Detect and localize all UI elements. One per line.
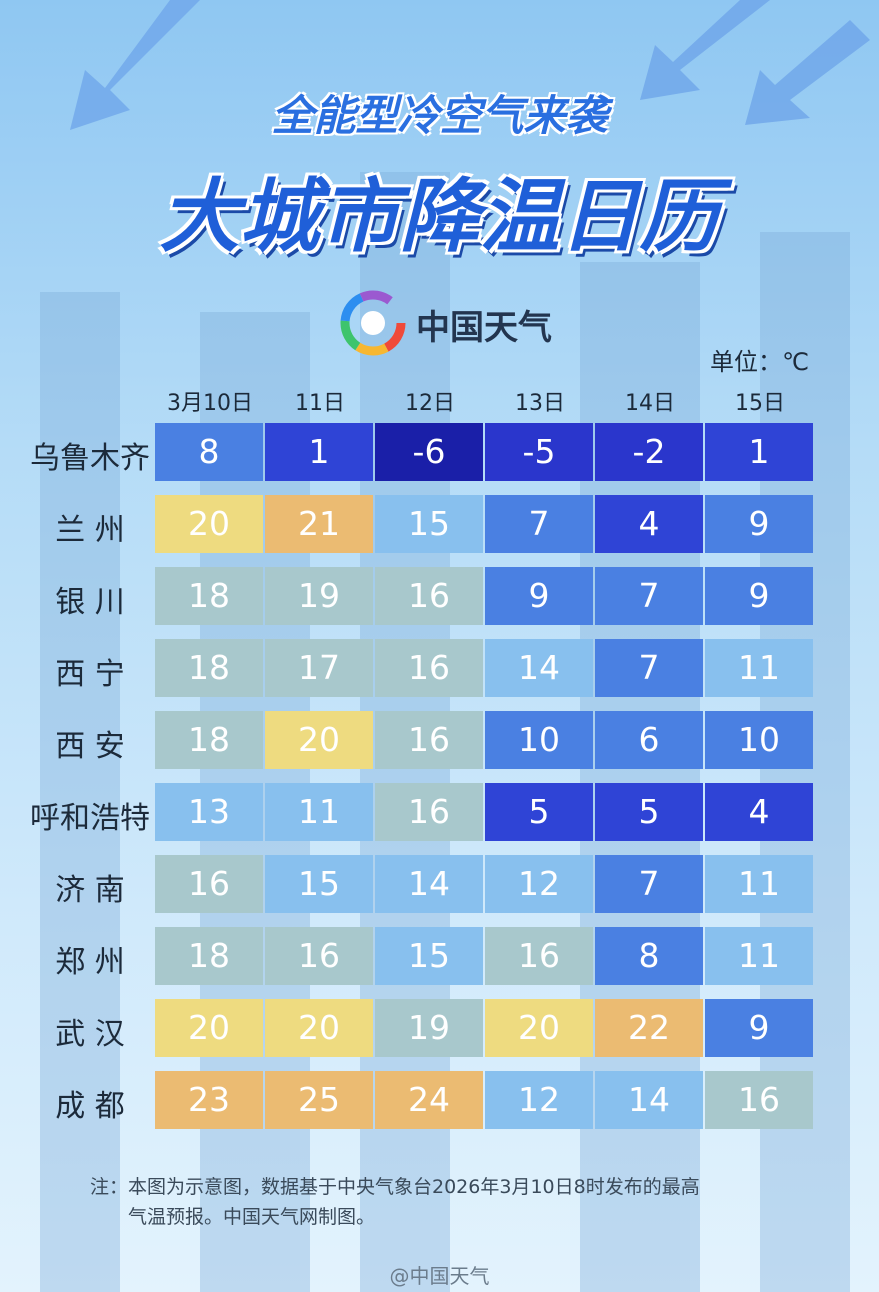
temperature-cell: 7 [595, 639, 703, 697]
unit: 单位：℃ [710, 348, 809, 376]
temperature-cell: 9 [705, 999, 813, 1057]
city-label: 呼和浩特 [30, 801, 150, 836]
temperature-cell: 24 [375, 1071, 483, 1129]
temperature-cell: 16 [265, 927, 373, 985]
temperature-cell: 18 [155, 639, 263, 697]
column-header: 12日 [405, 391, 455, 416]
temperature-cell: 16 [375, 567, 483, 625]
column-header: 14日 [625, 391, 675, 416]
temperature-cell: -6 [375, 423, 483, 481]
temperature-cell: 7 [595, 567, 703, 625]
temperature-cell: 20 [265, 711, 373, 769]
temperature-cell: 17 [265, 639, 373, 697]
temperature-cell: 4 [595, 495, 703, 553]
temperature-cell: 18 [155, 927, 263, 985]
watermark: @中国天气 [389, 1264, 490, 1288]
temperature-cell: 1 [265, 423, 373, 481]
footnote: 气温预报。中国天气网制图。 [128, 1206, 376, 1228]
temperature-cell: 16 [155, 855, 263, 913]
temperature-cell: 1 [705, 423, 813, 481]
temperature-cell: 12 [485, 1071, 593, 1129]
temperature-cell: 15 [265, 855, 373, 913]
temperature-cell: 4 [705, 783, 813, 841]
temperature-cell: 14 [595, 1071, 703, 1129]
temperature-cell: 22 [595, 999, 703, 1057]
logo-text: 中国天气 [416, 308, 552, 348]
temperature-cell: 19 [375, 999, 483, 1057]
temperature-cell: 21 [265, 495, 373, 553]
temperature-cell: 9 [485, 567, 593, 625]
temperature-cell: 20 [155, 999, 263, 1057]
temperature-cell: -2 [595, 423, 703, 481]
logo-icon [340, 290, 406, 356]
temperature-cell: 11 [705, 855, 813, 913]
temperature-cell: 18 [155, 567, 263, 625]
temperature-cell: 20 [485, 999, 593, 1057]
temperature-cell: 11 [705, 927, 813, 985]
temperature-cell: 6 [595, 711, 703, 769]
temperature-cell: 12 [485, 855, 593, 913]
temperature-cell: 7 [595, 855, 703, 913]
column-header: 11日 [295, 391, 345, 416]
temperature-cell: 5 [485, 783, 593, 841]
column-header: 15日 [735, 391, 785, 416]
temperature-cell: 11 [705, 639, 813, 697]
temperature-cell: 16 [375, 783, 483, 841]
temperature-cell: 10 [705, 711, 813, 769]
temperature-cell: 25 [265, 1071, 373, 1129]
column-header: 3月10日 [167, 391, 253, 416]
title: 大城市降温日历 [159, 170, 720, 263]
city-label: 西 安 [55, 729, 125, 764]
temperature-cell: 9 [705, 495, 813, 553]
temperature-cell: 15 [375, 927, 483, 985]
temperature-cell: 16 [375, 639, 483, 697]
city-label: 济 南 [55, 873, 125, 908]
city-label: 成 都 [55, 1089, 125, 1124]
temperature-cell: 20 [265, 999, 373, 1057]
skyline [40, 292, 120, 1292]
city-label: 郑 州 [55, 945, 125, 980]
footnote: 注：本图为示意图，数据基于中央气象台2026年3月10日8时发布的最高 [90, 1176, 700, 1198]
temperature-cell: 5 [595, 783, 703, 841]
temperature-cell: 20 [155, 495, 263, 553]
temperature-cell: 11 [265, 783, 373, 841]
temperature-cell: 15 [375, 495, 483, 553]
city-label: 银 川 [55, 585, 125, 620]
temperature-cell: 8 [595, 927, 703, 985]
subtitle: 全能型冷空气来袭 [271, 91, 608, 140]
temperature-cell: 16 [375, 711, 483, 769]
arrows [70, 0, 870, 130]
temperature-cell: 18 [155, 711, 263, 769]
column-header: 13日 [515, 391, 565, 416]
city-label: 乌鲁木齐 [30, 441, 150, 476]
temperature-cell: 14 [375, 855, 483, 913]
temperature-cell: 7 [485, 495, 593, 553]
temperature-cell: 19 [265, 567, 373, 625]
city-label: 西 宁 [55, 657, 125, 692]
temperature-cell: 13 [155, 783, 263, 841]
temperature-cell: 8 [155, 423, 263, 481]
temperature-cell: 10 [485, 711, 593, 769]
temperature-cell: 14 [485, 639, 593, 697]
temperature-cell: 23 [155, 1071, 263, 1129]
city-label: 兰 州 [55, 513, 125, 548]
temperature-cell: 9 [705, 567, 813, 625]
temperature-cell: 16 [485, 927, 593, 985]
temperature-cell: -5 [485, 423, 593, 481]
temperature-cell: 16 [705, 1071, 813, 1129]
city-label: 武 汉 [55, 1017, 125, 1052]
